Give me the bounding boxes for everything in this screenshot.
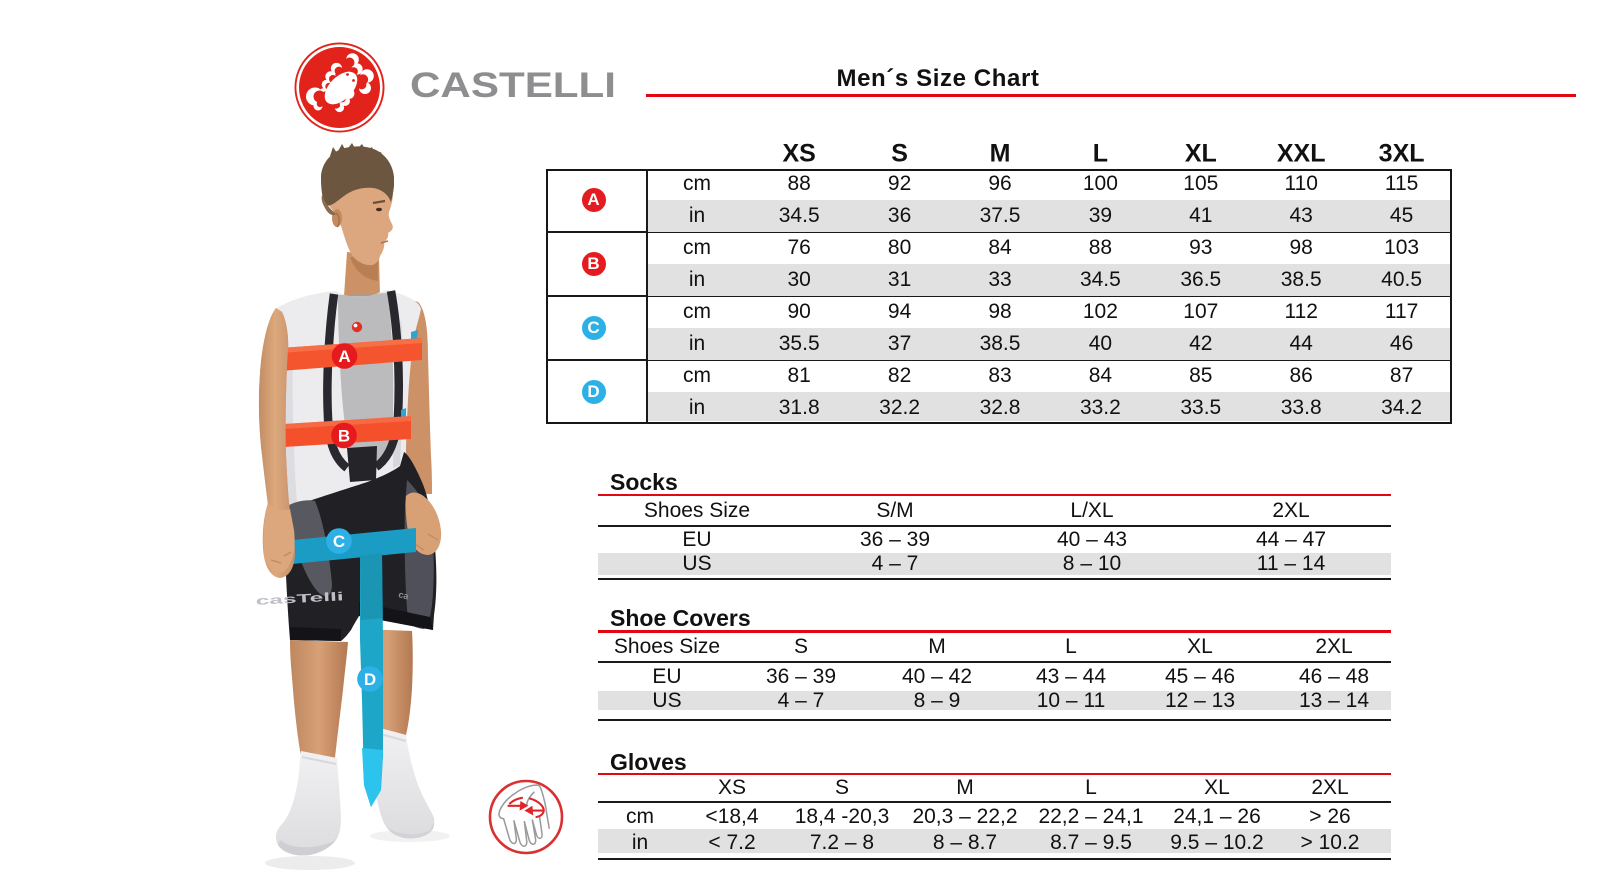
svg-text:A: A	[338, 347, 350, 366]
svg-text:ca: ca	[398, 589, 411, 601]
svg-text:casTelli: casTelli	[255, 589, 344, 608]
svg-text:B: B	[338, 427, 350, 446]
svg-text:C: C	[333, 532, 345, 551]
svg-text:CASTELLI: CASTELLI	[410, 66, 616, 105]
svg-text:D: D	[364, 670, 376, 689]
